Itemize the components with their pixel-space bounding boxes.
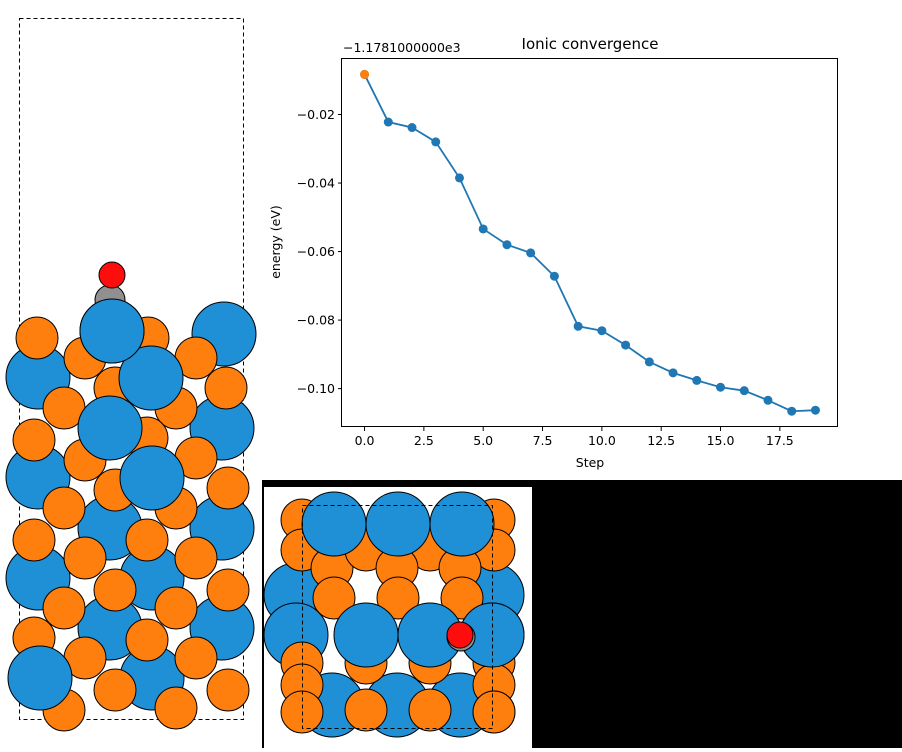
x-tick-label: 2.5 (414, 433, 434, 448)
x-tick-label: 7.5 (533, 433, 553, 448)
data-point (621, 340, 631, 350)
data-point (407, 123, 417, 133)
side-view-panel (0, 0, 262, 748)
atom (93, 668, 137, 712)
data-point (549, 271, 559, 281)
data-point (644, 357, 654, 367)
x-tick-label: 0.0 (355, 433, 375, 448)
atom (174, 636, 218, 680)
y-tick-label: −0.06 (297, 244, 335, 259)
data-point (573, 321, 583, 331)
atom (301, 491, 367, 557)
oxygen-atom (446, 621, 474, 649)
atom (63, 536, 107, 580)
data-point (668, 368, 678, 378)
data-point (478, 224, 488, 234)
x-tick-label: 10.0 (588, 433, 616, 448)
start-point (360, 69, 370, 79)
x-tick-label: 15.0 (707, 433, 735, 448)
data-point (502, 240, 512, 250)
atom (79, 298, 145, 364)
convergence-chart: Ionic convergence −1.1781000000e3 Step e… (268, 35, 838, 470)
y-tick-label: −0.10 (297, 381, 335, 396)
atom (472, 690, 516, 734)
x-tick-label: 12.5 (647, 433, 675, 448)
data-point (383, 117, 393, 127)
background-fill (262, 480, 264, 748)
data-point (763, 395, 773, 405)
data-point (526, 248, 536, 258)
atom (333, 602, 399, 668)
atom (93, 568, 137, 612)
x-axis-label: Step (576, 455, 605, 470)
atom (154, 586, 198, 630)
x-tick-label: 17.5 (766, 433, 794, 448)
y-axis-label: energy (eV) (268, 205, 283, 279)
atom (206, 466, 250, 510)
x-tick-label: 5.0 (473, 433, 493, 448)
atom (118, 345, 184, 411)
atom (42, 486, 86, 530)
atom (206, 668, 250, 712)
atom (408, 688, 452, 732)
data-point (716, 382, 726, 392)
atom (204, 366, 248, 410)
atom (174, 536, 218, 580)
y-ticks: −0.02 −0.04 −0.06 −0.08 −0.10 (297, 107, 342, 396)
plot-area-frame (341, 58, 838, 427)
atom (77, 395, 143, 461)
plot-series (360, 69, 820, 416)
atom (15, 316, 59, 360)
atom (376, 576, 420, 620)
atom (125, 618, 169, 662)
background-fill (262, 480, 532, 487)
data-point (739, 386, 749, 396)
y-tick-label: −0.08 (297, 313, 335, 328)
data-point (431, 137, 441, 147)
convergence-chart-panel: Ionic convergence −1.1781000000e3 Step e… (262, 0, 902, 480)
oxygen-atom (98, 261, 126, 289)
atom (365, 491, 431, 557)
atom (344, 688, 388, 732)
top-view-atoms (263, 491, 525, 738)
atom (206, 568, 250, 612)
y-tick-label: −0.02 (297, 107, 335, 122)
data-point (787, 406, 797, 416)
side-view-atoms (5, 261, 257, 732)
series-line (363, 74, 816, 413)
y-tick-label: −0.04 (297, 176, 335, 191)
chart-title: Ionic convergence (522, 35, 659, 53)
y-offset-label: −1.1781000000e3 (343, 40, 461, 55)
atom (125, 518, 169, 562)
atom (429, 491, 495, 557)
atom (312, 576, 356, 620)
side-view-image (5, 18, 257, 732)
top-view-panel (262, 480, 532, 748)
atom (119, 445, 185, 511)
x-ticks: 0.0 2.5 5.0 7.5 10.0 12.5 15.0 17.5 (355, 427, 794, 448)
data-point (810, 405, 820, 415)
atom (440, 576, 484, 620)
top-view-image (263, 491, 525, 738)
top-view-cell-box (302, 505, 493, 729)
background-fill (532, 480, 902, 748)
data-point (597, 326, 607, 336)
atom (154, 686, 198, 730)
atom (12, 418, 56, 462)
atom (42, 586, 86, 630)
data-point (692, 375, 702, 385)
data-point (454, 173, 464, 183)
atom (12, 518, 56, 562)
atom (7, 645, 73, 711)
